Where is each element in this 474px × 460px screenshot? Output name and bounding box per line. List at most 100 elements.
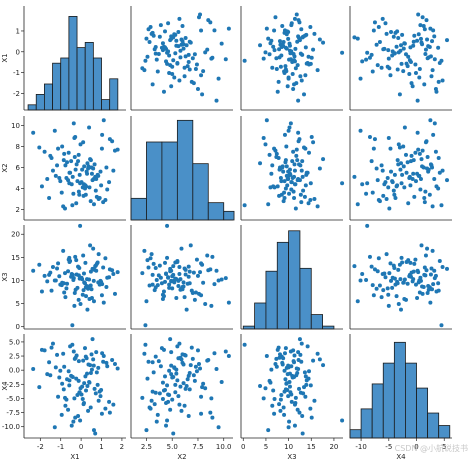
scatter-point (76, 159, 81, 164)
scatter-point (86, 284, 91, 289)
x-tick-label: 0 (79, 443, 83, 451)
scatter-point (261, 56, 266, 61)
scatter-point (216, 76, 221, 81)
scatter-point (287, 171, 292, 176)
scatter-point (85, 171, 90, 176)
scatter-point (263, 142, 268, 147)
scatter-point (72, 136, 77, 141)
scatter-point (283, 377, 288, 382)
scatter-point (99, 183, 104, 188)
scatter-point (95, 382, 100, 387)
scatter-point (180, 39, 185, 44)
scatter-point (290, 175, 295, 180)
scatter-point (402, 185, 407, 190)
y-tick-label: 1 (16, 27, 20, 35)
scatter-point (374, 166, 379, 171)
scatter-point (278, 397, 283, 402)
scatter-point (300, 159, 305, 164)
scatter-point (312, 398, 317, 403)
x-tick-label: 2 (120, 443, 124, 451)
scatter-point (288, 121, 293, 126)
scatter-point (296, 98, 301, 103)
scatter-point (200, 385, 205, 390)
scatter-point (294, 12, 299, 17)
scatter-point (284, 164, 289, 169)
scatter-point (174, 296, 179, 301)
x-tick-label: -10 (355, 443, 366, 451)
scatter-point (200, 262, 205, 267)
scatter-point (73, 254, 78, 259)
scatter-point (430, 248, 435, 253)
scatter-point (277, 55, 282, 60)
scatter-point (164, 271, 169, 276)
scatter-point (91, 246, 96, 251)
scatter-point (266, 202, 271, 207)
scatter-point (61, 387, 66, 392)
scatter-point (416, 270, 421, 275)
scatter-point (278, 408, 283, 413)
scatter-point (226, 26, 231, 31)
scatter-point (370, 69, 375, 74)
scatter-point (96, 252, 101, 257)
scatter-point (303, 183, 308, 188)
scatter-point (56, 261, 61, 266)
scatter-point (182, 65, 187, 70)
scatter-point (411, 43, 416, 48)
scatter-point (189, 345, 194, 350)
scatter-point (402, 41, 407, 46)
scatter-point (77, 265, 82, 270)
scatter-point (67, 170, 72, 175)
scatter-point (52, 278, 57, 283)
scatter-point (145, 376, 150, 381)
scatter-point (292, 423, 297, 428)
scatter-point (397, 145, 402, 150)
scatter-point (445, 266, 450, 271)
scatter-point (164, 423, 169, 428)
scatter-point (181, 42, 186, 47)
scatter-point (140, 395, 145, 400)
scatter-point (285, 84, 290, 89)
scatter-point (199, 28, 204, 33)
scatter-point (187, 269, 192, 274)
scatter-point (76, 189, 81, 194)
scatter-point (413, 150, 418, 155)
scatter-point (103, 256, 108, 261)
scatter-point (287, 191, 292, 196)
scatter-point (142, 248, 147, 253)
scatter-point (49, 156, 54, 161)
scatter-point (158, 23, 163, 28)
x-axis-label: X2 (177, 453, 186, 460)
scatter-point (178, 55, 183, 60)
scatter-point (408, 183, 413, 188)
scatter-point (161, 388, 166, 393)
scatter-point (163, 45, 167, 50)
scatter-point (72, 154, 77, 159)
scatter-point (399, 255, 404, 260)
scatter-point (303, 45, 308, 50)
scatter-point (195, 86, 200, 91)
scatter-point (70, 203, 75, 208)
scatter-point (76, 359, 81, 364)
hist-bar (427, 412, 440, 439)
scatter-point (154, 278, 159, 283)
scatter-point (88, 157, 93, 162)
scatter-point (279, 179, 284, 184)
scatter-point (160, 380, 165, 385)
scatter-point (418, 36, 423, 41)
scatter-point (405, 160, 410, 165)
scatter-point (52, 128, 57, 133)
scatter-point (321, 157, 326, 162)
scatter-point (96, 280, 101, 285)
scatter-point (98, 169, 103, 174)
scatter-point (292, 402, 297, 407)
scatter-point (258, 43, 263, 48)
scatter-point (55, 352, 60, 357)
scatter-point (189, 79, 194, 84)
scatter-point (429, 266, 434, 271)
scatter-point (140, 271, 145, 276)
scatter-point (409, 270, 414, 275)
scatter-point (364, 278, 369, 283)
scatter-point (183, 54, 188, 59)
scatter-point (277, 39, 282, 44)
